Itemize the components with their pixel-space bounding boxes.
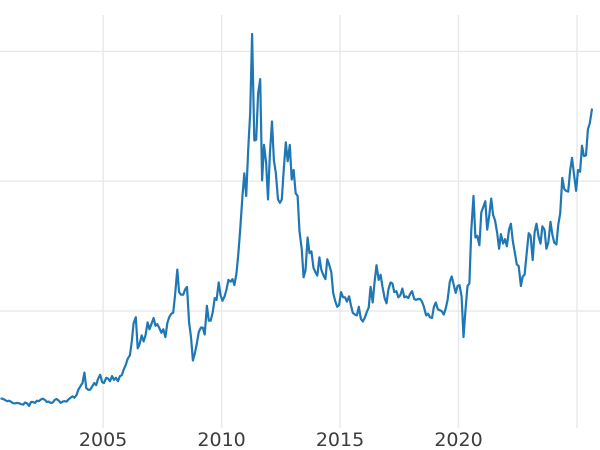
x-tick-label: 2020 xyxy=(434,429,482,450)
x-tick-label: 2015 xyxy=(316,429,364,450)
x-tick-label: 2005 xyxy=(79,429,127,450)
gridlines xyxy=(0,15,600,428)
x-tick-label: 2010 xyxy=(197,429,245,450)
price-line-series xyxy=(0,32,594,407)
data-line xyxy=(0,32,594,407)
x-axis-tick-labels: 2005 2010 2015 2020 xyxy=(79,429,483,450)
